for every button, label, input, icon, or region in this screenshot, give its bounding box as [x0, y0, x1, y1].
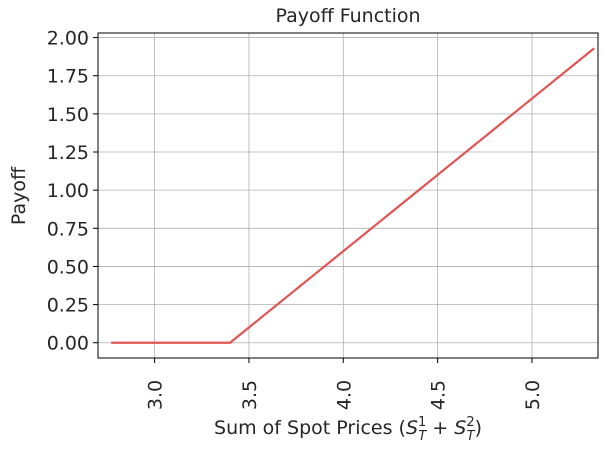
- x-tick-label: 4.0: [333, 380, 355, 410]
- x-axis-label-sup1: 1: [418, 415, 426, 430]
- chart-title: Payoff Function: [275, 5, 420, 27]
- x-axis-label-s2: S: [454, 417, 466, 439]
- x-axis-label-sup2: 2: [466, 415, 474, 430]
- x-axis-ticks: 3.0 3.5 4.0 4.5 5.0: [145, 358, 544, 410]
- y-tick-label: 2.00: [47, 28, 89, 50]
- x-tick-label: 3.5: [239, 380, 261, 410]
- y-tick-label: 1.25: [47, 142, 89, 164]
- x-axis-label: Sum of Spot Prices (S1 T + S2 T): [214, 415, 482, 444]
- x-axis-label-s1: S: [406, 417, 418, 439]
- y-gridlines: [98, 37, 598, 344]
- x-tick-label: 3.0: [145, 380, 167, 410]
- x-axis-label-text: Sum of Spot Prices (: [214, 417, 406, 439]
- x-axis-label-close: ): [475, 417, 482, 439]
- y-axis-ticks: 0.00 0.25 0.50 0.75 1.00 1.25 1.50 1.75 2.00: [47, 28, 98, 355]
- payoff-line: [111, 47, 595, 344]
- x-axis-label-plus: +: [426, 417, 454, 439]
- x-tick-label: 5.0: [522, 380, 544, 410]
- y-tick-label: 0.25: [47, 295, 89, 317]
- y-axis-label: Payoff: [8, 166, 30, 225]
- y-tick-label: 0.75: [47, 218, 89, 240]
- y-tick-label: 1.50: [47, 104, 89, 126]
- x-axis-label-sub2: T: [467, 429, 476, 444]
- x-axis-label-sub1: T: [418, 429, 427, 444]
- x-gridlines: [154, 33, 533, 358]
- y-tick-label: 0.00: [47, 333, 89, 355]
- y-tick-label: 0.50: [47, 256, 89, 278]
- plot-frame: [97, 32, 599, 359]
- series-layer: [111, 47, 595, 344]
- y-tick-label: 1.75: [47, 66, 89, 88]
- y-tick-label: 1.00: [47, 180, 89, 202]
- x-tick-label: 4.5: [428, 380, 450, 410]
